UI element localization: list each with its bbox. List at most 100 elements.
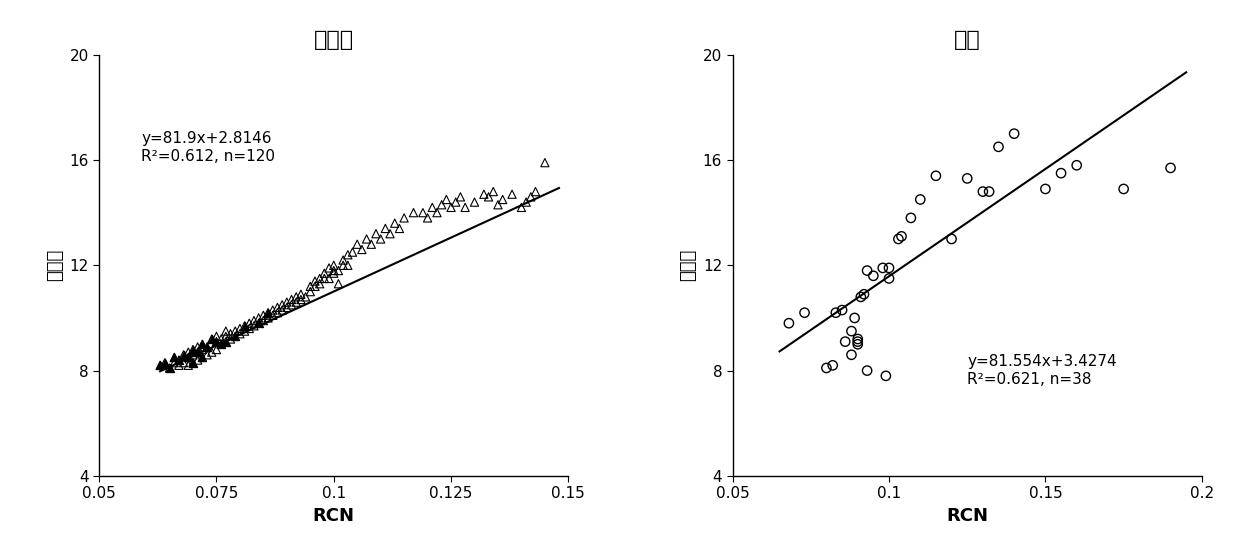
Point [847,335,867,344]
Point [268,309,287,317]
Point [202,335,222,344]
Point [451,193,471,201]
Point [892,232,912,241]
Point [347,240,367,248]
Point [249,319,269,328]
Point [320,264,339,272]
Point [483,187,503,196]
Point [841,327,861,335]
Point [192,353,212,362]
Point [389,224,409,233]
Title: 冬小麦: 冬小麦 [313,31,354,50]
Point [216,332,235,341]
Point [188,348,208,357]
Y-axis label: 碳氮比: 碳氮比 [46,249,63,281]
Point [864,271,883,280]
Point [216,337,235,346]
Point [230,329,250,338]
Point [841,351,861,359]
Point [441,203,461,212]
Point [150,361,170,370]
Point [276,298,296,306]
Point [427,208,447,217]
Point [911,195,930,204]
Point [989,142,1009,151]
Point [281,300,301,309]
Point [362,240,382,248]
Point [305,282,325,291]
Point [817,364,836,373]
Point [202,335,222,344]
Point [475,190,494,199]
Point [847,340,867,348]
Point [488,200,508,209]
Point [165,353,185,362]
Point [394,213,414,222]
Point [258,309,278,317]
Point [502,190,522,199]
Point [178,361,198,370]
Point [851,293,871,301]
Point [211,340,230,348]
Point [535,158,555,167]
Point [880,274,900,283]
Point [188,356,208,364]
Point [173,351,193,359]
Point [221,329,240,338]
X-axis label: RCN: RCN [312,507,354,525]
Point [979,187,999,196]
Point [366,229,385,238]
Point [333,255,353,264]
Point [310,280,330,288]
Text: y=81.554x+3.4274
R²=0.621, n=38: y=81.554x+3.4274 R²=0.621, n=38 [968,354,1116,387]
Point [273,300,292,309]
Point [183,358,203,367]
Point [263,306,282,315]
Point [343,248,363,257]
Point [239,324,259,333]
Point [455,203,475,212]
Point [169,361,188,370]
Point [300,287,320,296]
Point [1005,129,1025,138]
Point [192,340,212,348]
Point [431,200,451,209]
Point [173,358,193,367]
Point [418,213,437,222]
Point [512,203,532,212]
Point [155,358,175,367]
Point [155,358,175,367]
Point [291,295,311,304]
Point [446,197,466,206]
Point [465,197,484,206]
Point [225,332,245,341]
Point [276,303,296,312]
Point [493,195,513,204]
Point [234,327,254,335]
Point [169,356,188,364]
Point [244,322,264,330]
Point [872,264,892,272]
Point [323,266,343,275]
Point [1036,184,1056,193]
Point [833,306,852,315]
Point [202,348,222,357]
X-axis label: RCN: RCN [947,507,989,525]
Point [478,193,498,201]
Point [315,274,335,283]
Point [281,295,301,304]
Point [286,293,306,301]
Point [207,337,227,346]
Point [230,324,250,333]
Point [178,353,198,362]
Point [525,187,545,196]
Point [876,371,896,380]
Point [323,261,343,270]
Point [404,208,424,217]
Point [845,313,865,322]
Point [520,193,540,201]
Point [328,266,348,275]
Point [178,348,198,357]
Point [847,337,867,346]
Point [211,335,230,344]
